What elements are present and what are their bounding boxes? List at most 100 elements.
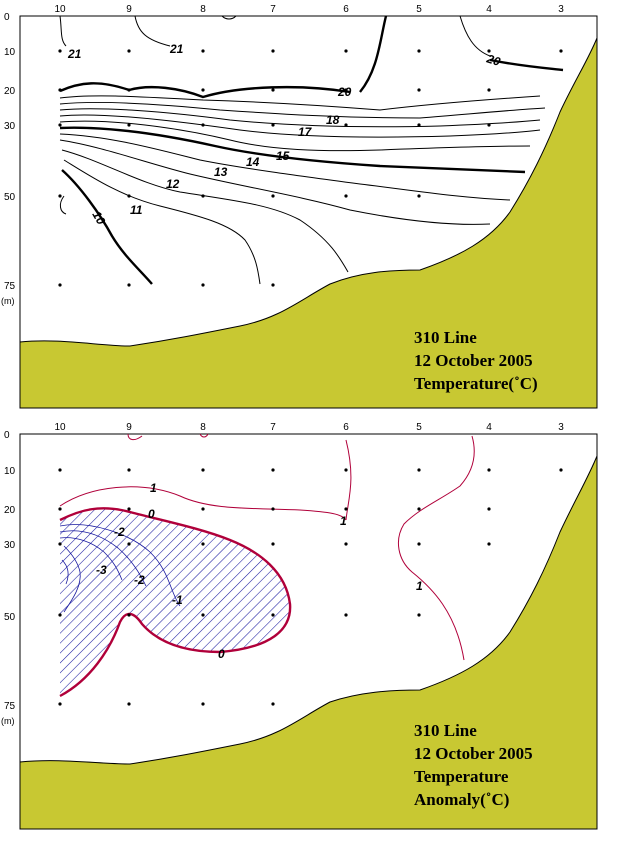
sampling-point [58, 702, 62, 706]
sampling-point [127, 542, 131, 546]
isotherm [59, 15, 67, 47]
sampling-point [271, 283, 275, 287]
sampling-point [344, 49, 348, 53]
contour-label: 21 [67, 47, 82, 61]
sampling-point [127, 194, 131, 198]
anomaly-contour [127, 433, 143, 441]
sampling-point [344, 507, 348, 511]
anomaly-contour-negative [59, 524, 181, 607]
isotherm-10 [61, 169, 153, 285]
station-label: 9 [126, 422, 132, 433]
sampling-point [58, 542, 62, 546]
contour-label: 13 [214, 165, 228, 179]
contour-label: -3 [96, 563, 107, 577]
station-label: 3 [558, 4, 564, 15]
sampling-point [487, 88, 491, 92]
sampling-point [417, 542, 421, 546]
contour-label: 10 [89, 209, 108, 228]
station-ticks-top: 10 9 8 7 6 5 4 3 [54, 4, 564, 15]
contour-label: 0 [148, 507, 155, 521]
depth-label: 30 [4, 121, 16, 132]
sampling-point [58, 49, 62, 53]
sampling-point [271, 49, 275, 53]
sampling-point [344, 123, 348, 127]
title-line: 12 October 2005 [414, 351, 533, 370]
depth-unit-label: (m) [1, 296, 15, 306]
sampling-point [271, 123, 275, 127]
title-line: Temperature(˚C) [414, 374, 538, 393]
isotherm [59, 195, 67, 215]
sampling-point [201, 613, 205, 617]
sampling-point [417, 88, 421, 92]
negative-anomaly-area [60, 508, 291, 696]
isotherm-13 [59, 139, 491, 225]
sampling-point [271, 613, 275, 617]
station-label: 7 [270, 422, 276, 433]
contour-label: -2 [114, 525, 125, 539]
sampling-point [559, 49, 563, 53]
temperature-contour-labels: 21 21 20 20 18 17 15 14 13 12 11 10 [67, 42, 502, 227]
depth-label: 75 [4, 281, 16, 292]
contour-label: 11 [130, 203, 143, 217]
sampling-point [271, 88, 275, 92]
sampling-point [417, 468, 421, 472]
sampling-point [201, 542, 205, 546]
isotherm-11 [63, 159, 261, 285]
sampling-point [487, 468, 491, 472]
sampling-point [344, 468, 348, 472]
station-label: 10 [54, 422, 66, 433]
sampling-point [417, 194, 421, 198]
station-label: 7 [270, 4, 276, 15]
isotherm [59, 95, 541, 111]
depth-label: 50 [4, 192, 16, 203]
depth-label: 0 [4, 12, 10, 23]
depth-label: 10 [4, 466, 16, 477]
sampling-point [201, 88, 205, 92]
isotherm [459, 15, 491, 57]
contour-label: -2 [134, 573, 145, 587]
seabed [19, 37, 598, 409]
isotherm [59, 120, 531, 152]
sampling-point [127, 702, 131, 706]
depth-unit-label: (m) [1, 716, 15, 726]
anomaly-contour-negative [61, 559, 69, 585]
sampling-point [487, 49, 491, 53]
station-label: 6 [343, 4, 349, 15]
station-label: 3 [558, 422, 564, 433]
contour-label: 15 [276, 149, 290, 163]
sampling-point [417, 613, 421, 617]
sampling-point [417, 507, 421, 511]
sampling-point [344, 542, 348, 546]
sampling-point [559, 468, 563, 472]
sampling-point [487, 542, 491, 546]
sampling-point [417, 123, 421, 127]
title-line: Anomaly(˚C) [414, 790, 509, 809]
sampling-point [201, 123, 205, 127]
isotherm-14 [59, 133, 511, 201]
seabed [19, 455, 598, 830]
isotherm [59, 101, 546, 119]
temperature-title: 310 Line 12 October 2005 Temperature(˚C) [414, 328, 538, 393]
sampling-point [201, 194, 205, 198]
sampling-point [417, 49, 421, 53]
anomaly-contour-1 [345, 439, 352, 521]
station-ticks-bottom: 10 9 8 7 6 5 4 3 [54, 422, 564, 433]
sampling-point [344, 88, 348, 92]
sampling-point [58, 194, 62, 198]
sampling-point [127, 613, 131, 617]
station-label: 5 [416, 422, 422, 433]
sampling-point [271, 468, 275, 472]
anomaly-contour-0 [59, 507, 292, 698]
station-label: 10 [54, 4, 66, 15]
sampling-point [201, 468, 205, 472]
contour-label: 20 [484, 51, 502, 69]
sampling-point [487, 123, 491, 127]
anomaly-contour-1 [59, 486, 347, 521]
sampling-point [127, 49, 131, 53]
sampling-point [58, 88, 62, 92]
station-label: 8 [200, 422, 206, 433]
anomaly-contour-1 [397, 435, 475, 661]
isotherm-18 [59, 108, 541, 128]
contour-label: 0 [218, 647, 225, 661]
